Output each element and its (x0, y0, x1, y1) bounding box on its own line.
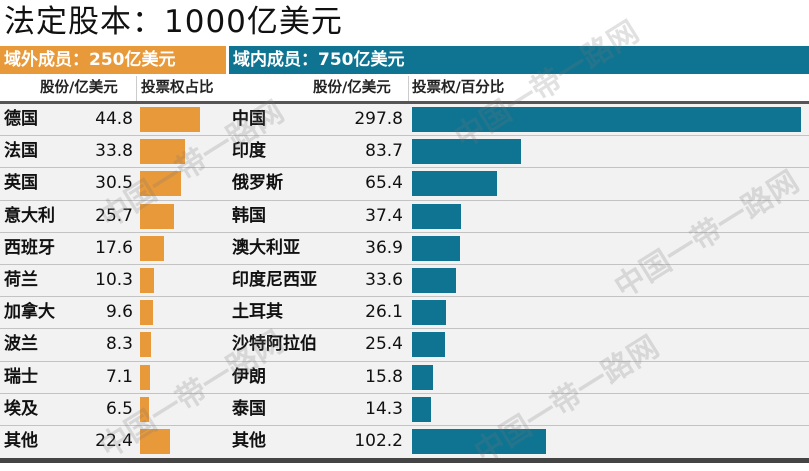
country-name: 印度 (232, 141, 266, 162)
country-name: 伊朗 (232, 366, 266, 387)
country-name: 瑞士 (4, 366, 38, 387)
table-row: 西班牙 17.6 澳大利亚 36.9 (0, 232, 809, 265)
footer-rule (0, 458, 809, 463)
share-value: 65.4 (365, 173, 403, 194)
share-value: 25.7 (95, 205, 133, 226)
country-name: 加拿大 (4, 302, 55, 323)
vote-bar (412, 332, 446, 358)
share-value: 7.1 (105, 366, 133, 387)
vote-bar (140, 107, 200, 132)
table-row: 埃及 6.5 泰国 14.3 (0, 393, 809, 426)
header-right-votes: 投票权/百分比 (412, 80, 505, 96)
table-row: 法国 33.8 印度 83.7 (0, 136, 809, 169)
share-value: 6.5 (105, 398, 133, 419)
country-name: 其他 (232, 430, 266, 451)
vote-bar (412, 171, 498, 197)
share-value: 33.6 (365, 269, 403, 290)
vote-bar (140, 428, 170, 454)
country-name: 韩国 (232, 205, 266, 226)
vote-bar (140, 332, 152, 358)
vote-bar (140, 364, 150, 390)
vote-bar (412, 139, 522, 165)
country-name: 其他 (4, 430, 38, 451)
vote-bar (412, 300, 447, 326)
country-name: 波兰 (4, 334, 38, 355)
country-name: 荷兰 (4, 269, 38, 290)
data-table: 德国 44.8 中国 297.8 法国 33.8 印度 83.7 英国 30.5 俄罗斯 65.4 意大… (0, 104, 809, 459)
page-title: 法定股本：1000亿美元 (4, 4, 343, 40)
non-regional-banner: 域外成员：250亿美元 (0, 46, 226, 74)
country-name: 泰国 (232, 398, 266, 419)
share-value: 17.6 (95, 237, 133, 258)
table-row: 波兰 8.3 沙特阿拉伯 25.4 (0, 329, 809, 362)
vote-bar (140, 267, 154, 293)
header-divider (136, 76, 137, 101)
vote-bar (412, 107, 801, 132)
share-value: 26.1 (365, 302, 403, 323)
table-row: 其他 22.4 其他 102.2 (0, 425, 809, 459)
header-left-shares: 股份/亿美元 (40, 80, 118, 96)
country-name: 英国 (4, 173, 38, 194)
share-value: 15.8 (365, 366, 403, 387)
header-left-votes: 投票权占比 (141, 80, 214, 96)
header-right-shares: 股份/亿美元 (313, 80, 391, 96)
share-value: 25.4 (365, 334, 403, 355)
table-row: 加拿大 9.6 土耳其 26.1 (0, 297, 809, 330)
share-value: 83.7 (365, 141, 403, 162)
share-value: 37.4 (365, 205, 403, 226)
country-name: 土耳其 (232, 302, 283, 323)
vote-bar (412, 364, 433, 390)
header-rule (0, 101, 809, 104)
vote-bar (140, 171, 181, 197)
country-name: 俄罗斯 (232, 173, 283, 194)
country-name: 法国 (4, 141, 38, 162)
vote-bar (412, 203, 461, 229)
table-row: 瑞士 7.1 伊朗 15.8 (0, 361, 809, 394)
share-value: 8.3 (105, 334, 133, 355)
vote-bar (140, 235, 164, 261)
share-value: 44.8 (95, 109, 133, 129)
regional-banner: 域内成员：750亿美元 (229, 46, 809, 74)
table-row: 英国 30.5 俄罗斯 65.4 (0, 168, 809, 201)
vote-bar (412, 267, 456, 293)
share-value: 297.8 (354, 109, 403, 129)
vote-bar (412, 235, 461, 261)
share-value: 33.8 (95, 141, 133, 162)
header-divider (408, 76, 409, 101)
share-value: 30.5 (95, 173, 133, 194)
country-name: 意大利 (4, 205, 55, 226)
vote-bar (412, 396, 431, 422)
vote-bar (140, 300, 153, 326)
vote-bar (140, 396, 149, 422)
share-value: 36.9 (365, 237, 403, 258)
table-row: 意大利 25.7 韩国 37.4 (0, 200, 809, 233)
country-name: 西班牙 (4, 237, 55, 258)
table-row: 荷兰 10.3 印度尼西亚 33.6 (0, 264, 809, 298)
country-name: 印度尼西亚 (232, 269, 317, 290)
vote-bar (140, 203, 175, 229)
country-name: 德国 (4, 109, 38, 129)
country-name: 沙特阿拉伯 (232, 334, 317, 355)
table-row: 德国 44.8 中国 297.8 (0, 104, 809, 137)
vote-bar (140, 139, 186, 165)
country-name: 中国 (232, 109, 266, 129)
share-value: 10.3 (95, 269, 133, 290)
share-value: 9.6 (105, 302, 133, 323)
vote-bar (412, 428, 546, 454)
country-name: 埃及 (4, 398, 38, 419)
share-value: 22.4 (95, 430, 133, 451)
share-value: 102.2 (354, 430, 403, 451)
share-value: 14.3 (365, 398, 403, 419)
country-name: 澳大利亚 (232, 237, 300, 258)
